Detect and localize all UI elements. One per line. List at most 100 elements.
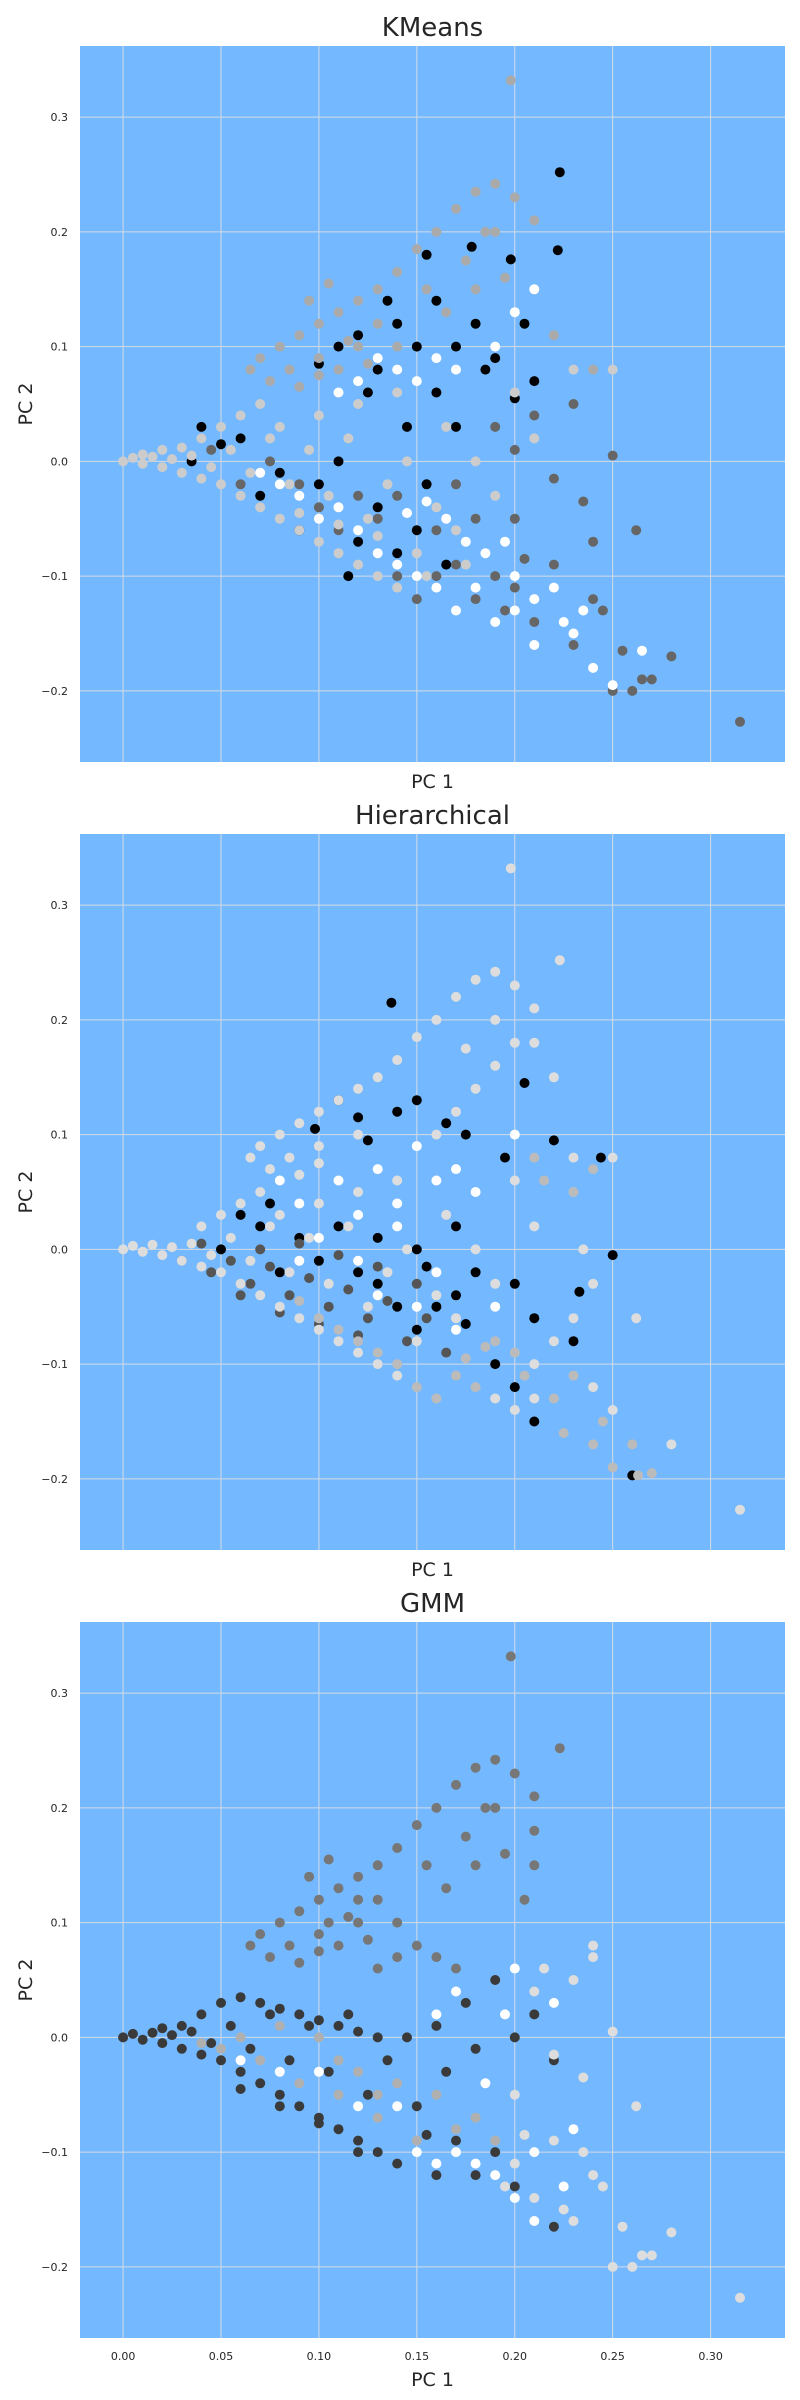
scatter-point [490, 2170, 501, 2181]
scatter-point [353, 1083, 364, 1094]
scatter-point [411, 1141, 422, 1152]
scatter-point [157, 2038, 168, 2049]
scatter-point [353, 399, 364, 409]
scatter-point [451, 1106, 461, 1117]
scatter-point [460, 255, 471, 266]
scatter-point [470, 1267, 481, 1278]
y-tick-label: 0.0 [51, 455, 69, 468]
scatter-point [552, 245, 563, 256]
scatter-point [441, 1209, 452, 1220]
scatter-point [216, 2055, 226, 2066]
scatter-point [519, 1894, 530, 1905]
scatter-point [382, 479, 393, 490]
scatter-point [490, 1802, 501, 1813]
scatter-point [372, 548, 383, 559]
y-tick-label: −0.1 [41, 570, 68, 583]
scatter-point [411, 244, 422, 255]
scatter-point [431, 353, 442, 364]
scatter-point [490, 1754, 501, 1765]
scatter-point [470, 318, 481, 329]
scatter-point [735, 1504, 745, 1515]
scatter-point [304, 2020, 315, 2031]
x-tick-label: 0.20 [503, 2350, 528, 2363]
scatter-point [235, 479, 246, 490]
scatter-point [411, 2101, 422, 2112]
scatter-point [529, 410, 540, 421]
scatter-point [411, 525, 422, 536]
scatter-point [245, 1152, 256, 1163]
scatter-point [313, 1106, 324, 1117]
scatter-point [362, 387, 373, 398]
scatter-point [490, 1014, 501, 1025]
scatter-point [509, 1382, 520, 1393]
scatter-point [431, 502, 442, 513]
x-tick-label: 0.15 [405, 2350, 430, 2363]
scatter-point [578, 605, 589, 616]
scatter-point [392, 267, 403, 277]
scatter-point [460, 1129, 471, 1140]
scatter-point [196, 2038, 207, 2049]
scatter-point [421, 1261, 432, 1272]
scatter-point [274, 1129, 285, 1140]
scatter-point [372, 1860, 383, 1871]
scatter-point [323, 1278, 334, 1289]
scatter-point [274, 2089, 285, 2100]
scatter-point [441, 307, 452, 318]
scatter-point [313, 2066, 324, 2077]
scatter-point [323, 1917, 334, 1928]
scatter-point [333, 1221, 344, 1232]
scatter-point [548, 2049, 559, 2060]
scatter-point [313, 1324, 324, 1335]
scatter-point [245, 364, 256, 375]
scatter-point [382, 295, 393, 306]
scatter-point [333, 2020, 344, 2031]
scatter-point [216, 2043, 226, 2054]
scatter-point [196, 2049, 207, 2060]
scatter-series-4 [118, 364, 618, 593]
scatter-point [157, 444, 168, 455]
scatter-point [529, 376, 540, 387]
scatter-point [147, 451, 158, 462]
y-tick-label: 0.1 [51, 1917, 69, 1930]
scatter-point [284, 1290, 295, 1301]
scatter-point [333, 2124, 344, 2135]
scatter-point [411, 1324, 422, 1335]
scatter-point [313, 1946, 324, 1957]
scatter-point [411, 1095, 422, 1106]
scatter-point [470, 582, 481, 593]
scatter-point [460, 1997, 471, 2008]
scatter-point [313, 1198, 324, 1209]
scatter-point [568, 2124, 579, 2135]
scatter-point [509, 2158, 520, 2169]
scatter-point [431, 2009, 442, 2020]
scatter-point [353, 1267, 364, 1278]
scatter-point [539, 1963, 550, 1974]
scatter-point [265, 1164, 275, 1175]
x-tick-label: 0.10 [307, 2350, 332, 2363]
scatter-point [558, 2204, 569, 2215]
scatter-point [333, 519, 344, 530]
scatter-point [509, 513, 520, 524]
scatter-point [392, 2158, 403, 2169]
scatter-point [451, 1963, 461, 1974]
scatter-point [509, 2089, 520, 2100]
scatter-point [466, 241, 477, 252]
scatter-point [633, 1470, 644, 1481]
scatter-point [353, 490, 364, 501]
scatter-point [392, 490, 403, 501]
scatter-point [265, 1198, 275, 1209]
scatter-point [127, 452, 138, 463]
scatter-point [310, 1123, 320, 1134]
scatter-point [578, 2147, 589, 2158]
scatter-point [392, 387, 403, 398]
scatter-point [578, 496, 589, 507]
scatter-point [451, 421, 461, 432]
scatter-point [631, 1313, 642, 1324]
scatter-point [353, 1187, 364, 1197]
scatter-point [529, 1416, 540, 1427]
scatter-point [386, 997, 397, 1008]
scatter-point [500, 272, 510, 283]
scatter-point [333, 1250, 344, 1261]
scatter-point [255, 1187, 266, 1197]
scatter-point [392, 1106, 403, 1117]
